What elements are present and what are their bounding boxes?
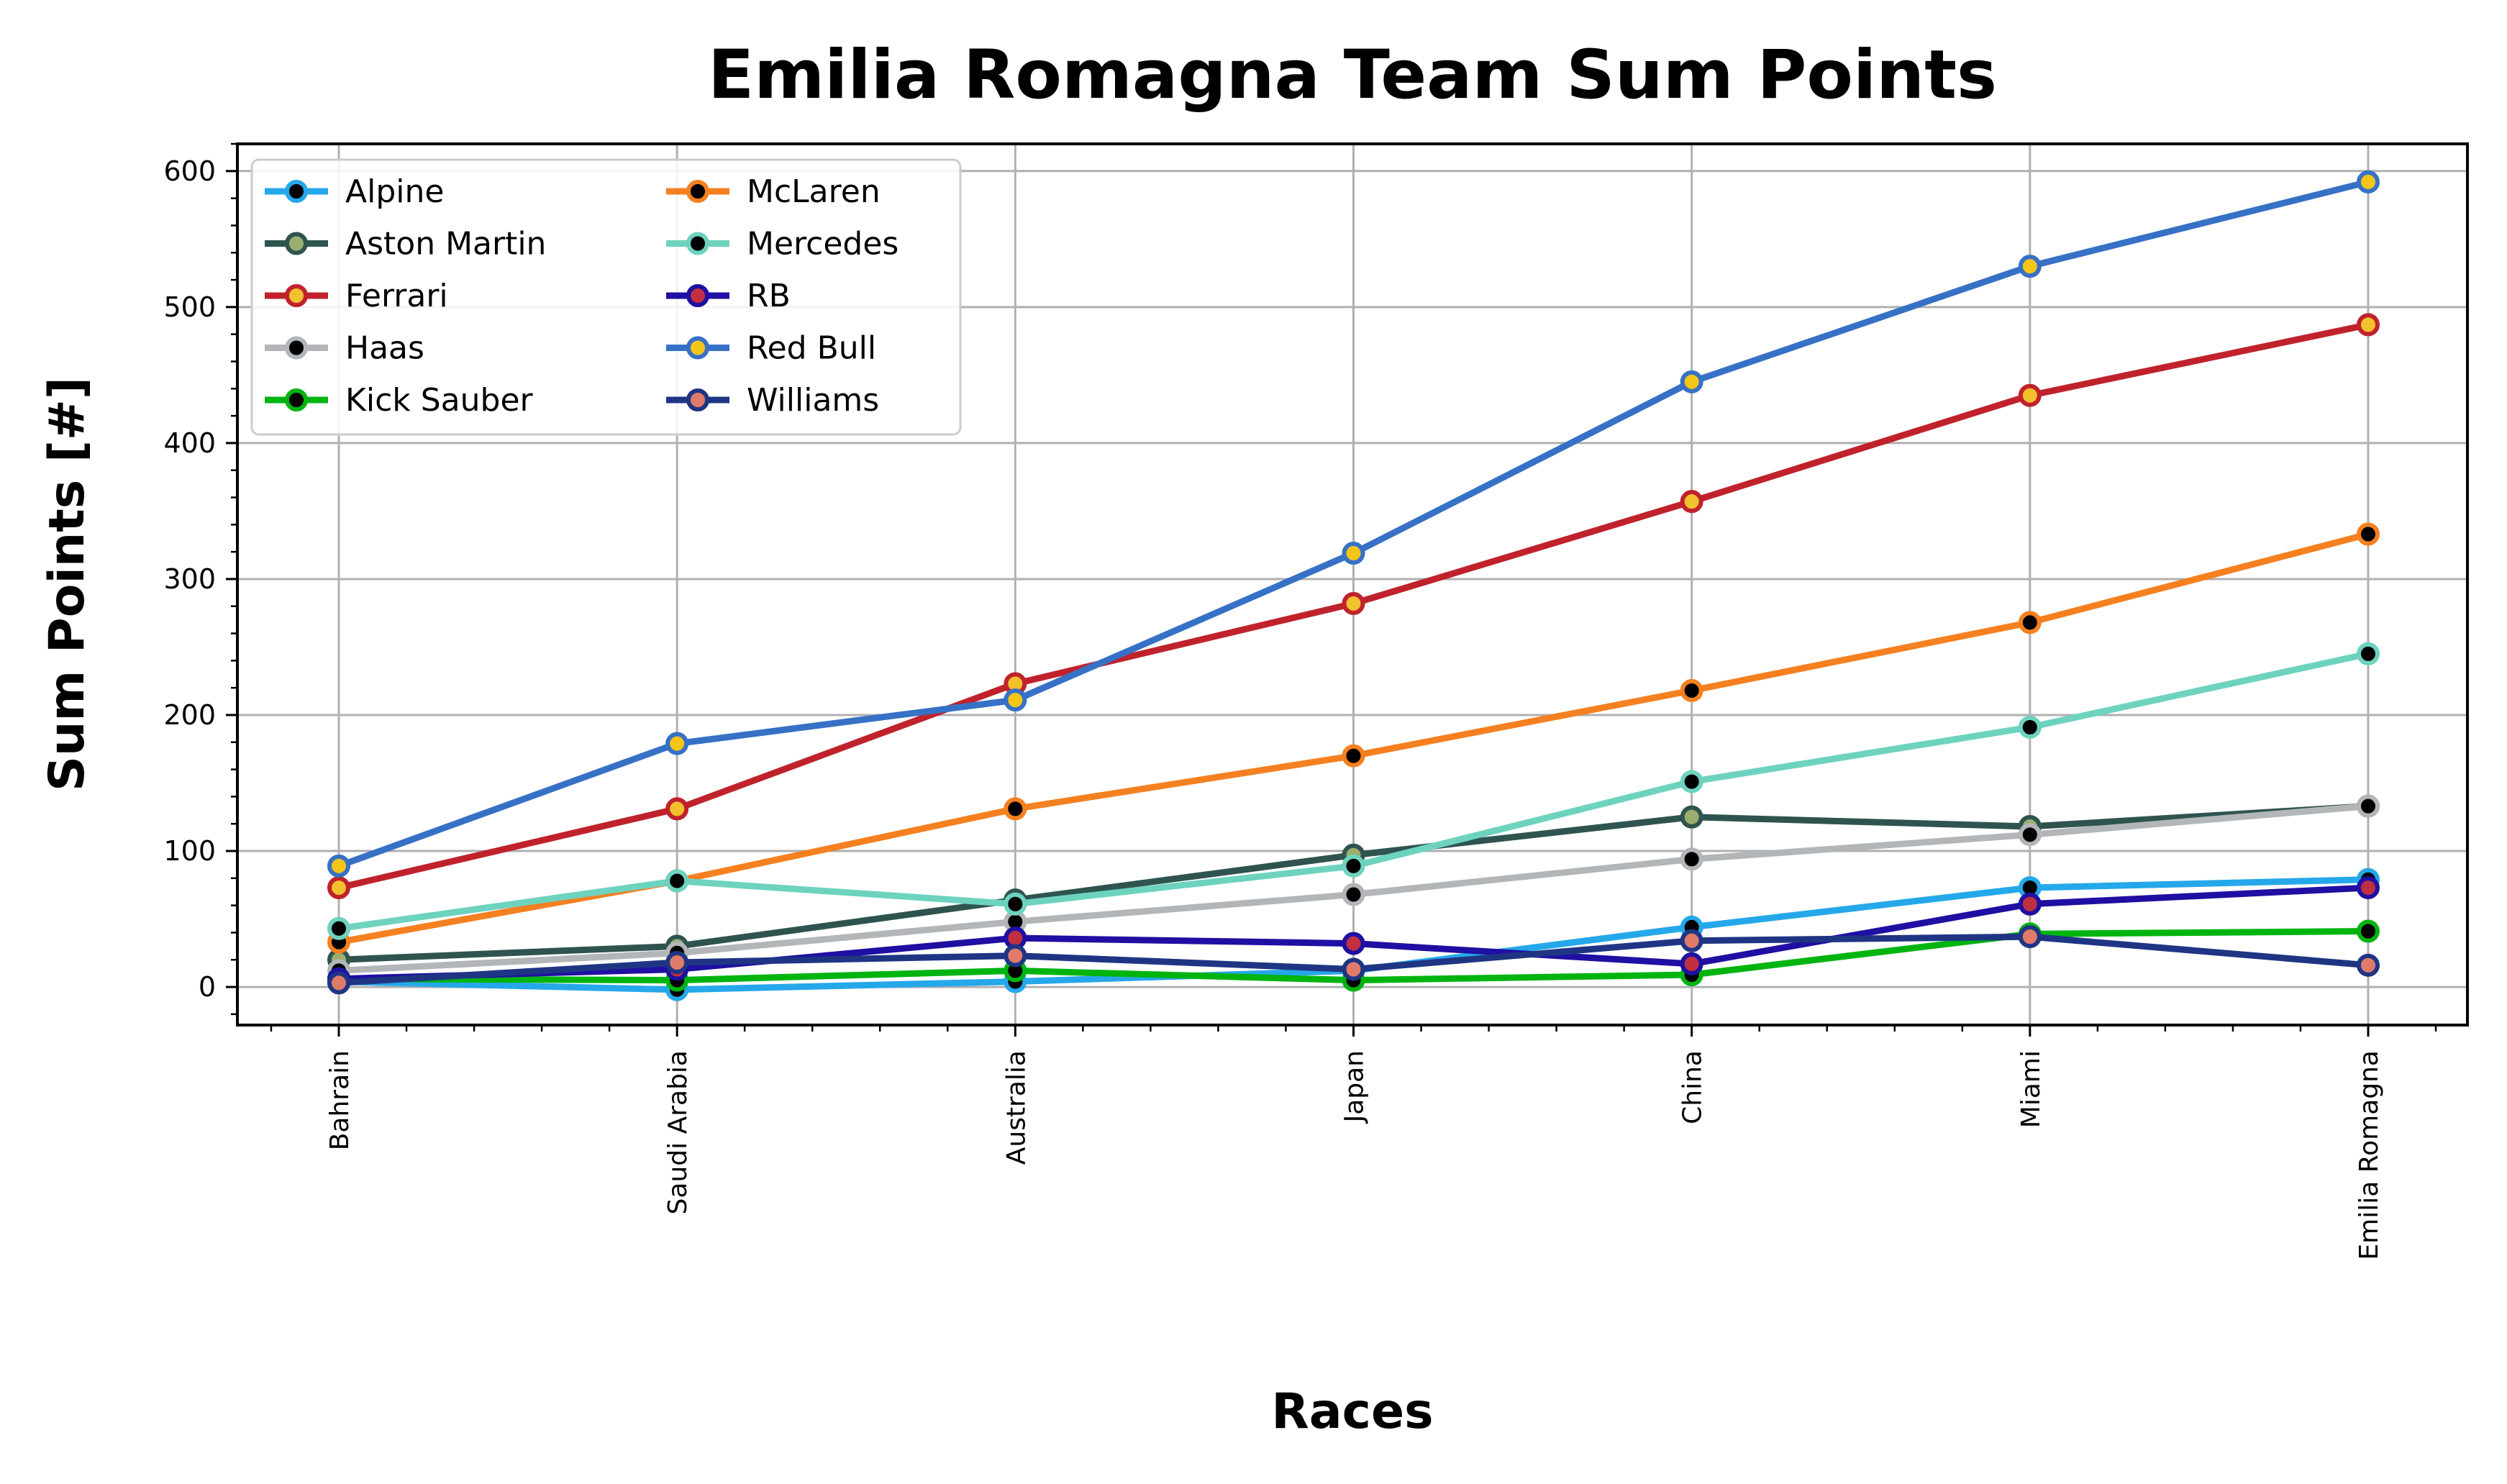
legend-swatch-marker	[285, 388, 308, 411]
legend-item: Red Bull	[666, 330, 876, 367]
y-axis-label: Sum Points [#]	[39, 377, 96, 791]
legend-swatch-marker	[686, 232, 709, 255]
legend-label: McLaren	[747, 173, 881, 210]
legend-swatch-marker	[686, 336, 709, 360]
y-tick-label: 100	[163, 835, 216, 867]
legend-item: Kick Sauber	[265, 382, 534, 419]
y-tick-label: 500	[163, 291, 216, 323]
data-point	[2357, 313, 2380, 337]
data-point	[2357, 919, 2380, 943]
legend-label: Ferrari	[345, 278, 448, 314]
data-point	[2357, 953, 2380, 977]
legend-swatch-marker	[285, 284, 308, 307]
legend-label: Kick Sauber	[345, 382, 534, 419]
x-tick-label: Australia	[1001, 1050, 1031, 1165]
data-point	[327, 916, 350, 940]
legend-item: Mercedes	[666, 226, 898, 263]
data-point	[2018, 255, 2042, 278]
data-point	[1680, 678, 1703, 702]
x-tick-label: Miami	[2016, 1050, 2046, 1128]
ticks: 0 100 200 300 400 500 600 Bahrain Saudi Arabia Au…	[163, 142, 2437, 1260]
legend: Alpine Aston Martin Ferrari Haas Kick Sauber…	[250, 158, 962, 436]
data-point	[665, 732, 689, 755]
data-point	[1680, 770, 1703, 793]
data-point	[1004, 892, 1027, 916]
series-layer	[327, 170, 2380, 1001]
data-point	[2018, 715, 2042, 739]
legend-label: Williams	[747, 382, 879, 419]
legend-label: RB	[747, 278, 791, 314]
series-mercedes	[327, 642, 2380, 940]
data-point	[665, 869, 689, 893]
y-tick-label: 600	[163, 155, 216, 187]
legend-item: Alpine	[265, 173, 444, 210]
x-axis-label: Races	[1271, 1383, 1433, 1440]
series-ferrari	[327, 313, 2380, 900]
chart-title: Emilia Romagna Team Sum Points	[708, 36, 1997, 114]
x-tick-label: China	[1678, 1050, 1708, 1124]
data-point	[327, 876, 350, 900]
x-tick-label: Emilia Romagna	[2354, 1050, 2384, 1260]
data-point	[2018, 892, 2042, 916]
legend-swatch-marker	[285, 232, 308, 255]
y-tick-label: 400	[163, 427, 216, 459]
legend-item: McLaren	[666, 173, 881, 210]
data-point	[1004, 944, 1027, 968]
data-point	[1680, 370, 1703, 393]
x-tick-label: Saudi Arabia	[663, 1050, 693, 1214]
x-tick-label: Bahrain	[325, 1050, 355, 1150]
legend-box	[250, 158, 962, 436]
legend-label: Mercedes	[747, 226, 898, 263]
legend-swatch-marker	[686, 388, 709, 411]
data-point	[1342, 932, 1365, 955]
legend-item: Aston Martin	[265, 226, 546, 263]
data-point	[1004, 688, 1027, 712]
legend-label: Haas	[345, 330, 424, 367]
legend-item: Williams	[666, 382, 879, 419]
legend-label: Red Bull	[747, 330, 876, 367]
legend-label: Alpine	[345, 173, 444, 210]
data-point	[1680, 847, 1703, 871]
data-point	[1342, 744, 1365, 768]
legend-label: Aston Martin	[345, 226, 546, 263]
data-point	[2357, 876, 2380, 900]
y-tick-label: 200	[163, 699, 216, 731]
data-point	[2357, 794, 2380, 818]
legend-item: Ferrari	[265, 278, 448, 314]
data-point	[665, 797, 689, 821]
data-point	[327, 971, 350, 995]
data-point	[2018, 823, 2042, 847]
data-point	[2357, 522, 2380, 546]
y-tick-label: 300	[163, 563, 216, 595]
legend-item: RB	[666, 278, 791, 314]
legend-swatch-marker	[686, 284, 709, 307]
data-point	[665, 951, 689, 975]
data-point	[2018, 611, 2042, 634]
data-point	[1342, 591, 1365, 615]
data-point	[1342, 854, 1365, 878]
legend-swatch-marker	[285, 180, 308, 203]
data-point	[1004, 797, 1027, 821]
legend-swatch-marker	[285, 336, 308, 360]
data-point	[1680, 929, 1703, 952]
y-tick-label: 0	[199, 971, 216, 1003]
data-point	[2018, 925, 2042, 949]
data-point	[1342, 957, 1365, 981]
series-red-bull	[327, 170, 2380, 878]
legend-swatch-marker	[686, 180, 709, 203]
data-point	[2018, 383, 2042, 407]
data-point	[1680, 952, 1703, 975]
x-tick-label: Japan	[1340, 1050, 1370, 1124]
data-point	[1342, 883, 1365, 906]
data-point	[2357, 170, 2380, 194]
data-point	[1680, 490, 1703, 514]
legend-item: Haas	[265, 330, 424, 367]
data-point	[1342, 542, 1365, 565]
data-point	[1680, 805, 1703, 829]
data-point	[2357, 642, 2380, 665]
data-point	[327, 854, 350, 878]
series-williams	[327, 925, 2380, 995]
